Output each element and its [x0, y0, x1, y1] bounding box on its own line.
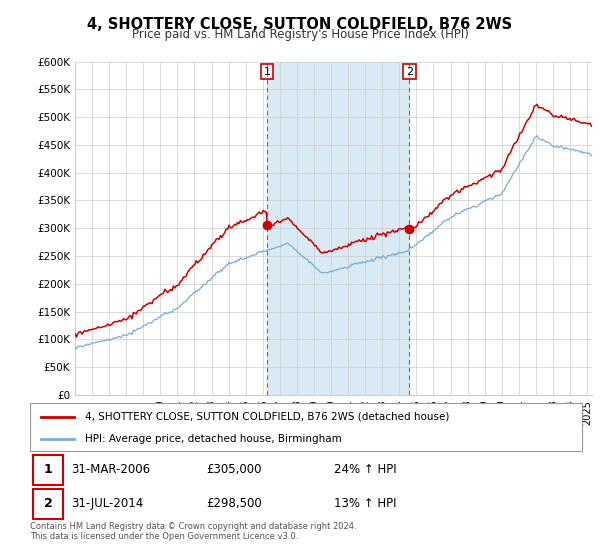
FancyBboxPatch shape: [30, 403, 582, 451]
Text: 1: 1: [44, 463, 52, 476]
Text: £298,500: £298,500: [206, 497, 262, 510]
Text: 31-MAR-2006: 31-MAR-2006: [71, 463, 151, 476]
FancyBboxPatch shape: [33, 489, 63, 519]
Text: HPI: Average price, detached house, Birmingham: HPI: Average price, detached house, Birm…: [85, 434, 342, 444]
Text: 1: 1: [263, 67, 271, 77]
Text: 4, SHOTTERY CLOSE, SUTTON COLDFIELD, B76 2WS (detached house): 4, SHOTTERY CLOSE, SUTTON COLDFIELD, B76…: [85, 412, 449, 422]
Text: 13% ↑ HPI: 13% ↑ HPI: [334, 497, 396, 510]
Text: £305,000: £305,000: [206, 463, 262, 476]
Text: 24% ↑ HPI: 24% ↑ HPI: [334, 463, 396, 476]
Text: Contains HM Land Registry data © Crown copyright and database right 2024.
This d: Contains HM Land Registry data © Crown c…: [30, 522, 356, 542]
Text: Price paid vs. HM Land Registry's House Price Index (HPI): Price paid vs. HM Land Registry's House …: [131, 28, 469, 41]
Text: 4, SHOTTERY CLOSE, SUTTON COLDFIELD, B76 2WS: 4, SHOTTERY CLOSE, SUTTON COLDFIELD, B76…: [88, 17, 512, 32]
Text: 31-JUL-2014: 31-JUL-2014: [71, 497, 143, 510]
Text: 2: 2: [44, 497, 52, 510]
FancyBboxPatch shape: [33, 455, 63, 484]
Bar: [267, 62, 409, 395]
Text: 2: 2: [406, 67, 413, 77]
